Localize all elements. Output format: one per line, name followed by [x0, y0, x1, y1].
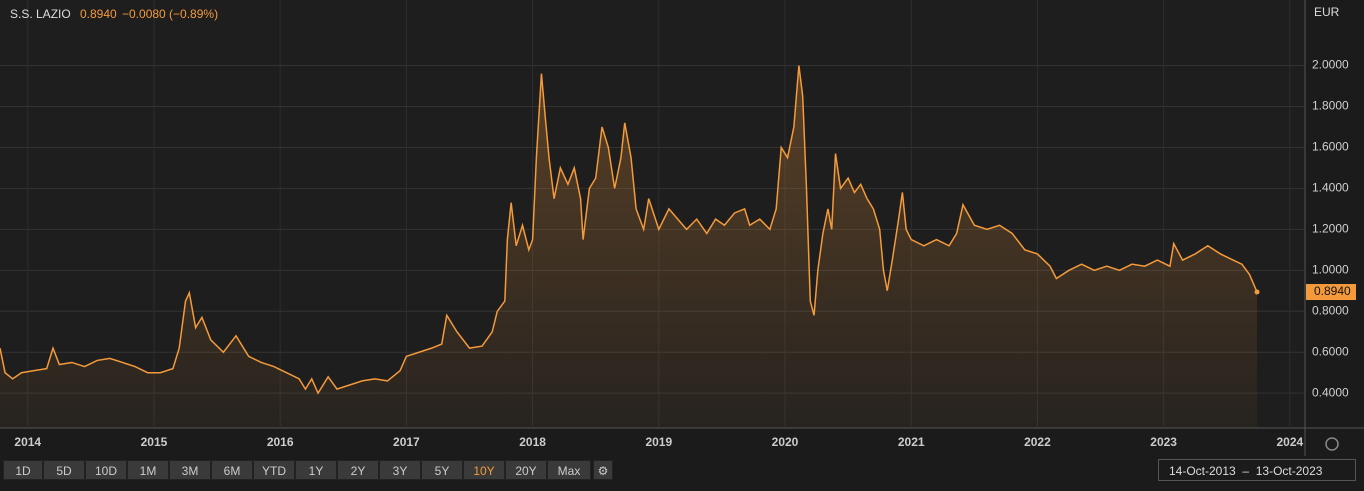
x-tick-label: 2023 — [1150, 435, 1177, 449]
y-tick-label: 1.6000 — [1312, 140, 1349, 154]
y-tick-label: 0.4000 — [1312, 385, 1349, 399]
date-range[interactable]: 14-Oct-2013 – 13-Oct-2023 — [1158, 459, 1356, 481]
y-tick-label: 1.2000 — [1312, 222, 1349, 236]
y-tick-label: 0.6000 — [1312, 344, 1349, 358]
x-tick-label: 2016 — [267, 435, 294, 449]
y-tick-label: 1.4000 — [1312, 181, 1349, 195]
settings-icon[interactable] — [1325, 437, 1339, 451]
range-button[interactable]: Max — [547, 460, 591, 480]
range-button[interactable]: 1M — [127, 460, 169, 480]
range-button[interactable]: 1D — [3, 460, 43, 480]
y-tick-label: 1.0000 — [1312, 262, 1349, 276]
range-button[interactable]: 6M — [211, 460, 253, 480]
range-button[interactable]: 3M — [169, 460, 211, 480]
chart-title: S.S. LAZIO — [10, 7, 71, 21]
x-tick-label: 2017 — [393, 435, 420, 449]
range-button[interactable]: 5Y — [421, 460, 463, 480]
x-tick-label: 2024 — [1277, 435, 1304, 449]
range-button[interactable]: 10D — [85, 460, 127, 480]
price-line — [0, 65, 1258, 395]
currency[interactable]: EUR — [1314, 5, 1340, 19]
change: −0.0080 (−0.89%) — [122, 7, 218, 21]
last-price-label: 0.8940 — [1314, 284, 1351, 298]
last-point — [1254, 289, 1260, 295]
range-button[interactable]: 20Y — [505, 460, 547, 480]
x-tick-label: 2021 — [898, 435, 925, 449]
chart-settings[interactable]: ⚙ — [593, 460, 613, 480]
y-tick-label: 1.8000 — [1312, 99, 1349, 113]
range-button[interactable]: 2Y — [337, 460, 379, 480]
range-button[interactable]: YTD — [253, 460, 295, 480]
date-to: 13-Oct-2023 — [1255, 464, 1323, 478]
x-tick-label: 2018 — [519, 435, 546, 449]
x-tick-label: 2015 — [141, 435, 168, 449]
x-tick-label: 2022 — [1024, 435, 1051, 449]
price: 0.8940 — [80, 7, 117, 21]
date-from: 14-Oct-2013 — [1169, 464, 1236, 478]
x-tick-label: 2020 — [772, 435, 799, 449]
last-price-box — [1306, 284, 1356, 301]
y-tick-label: 0.8000 — [1312, 303, 1349, 317]
y-tick-label: 2.0000 — [1312, 58, 1349, 72]
area-fill — [0, 65, 1258, 428]
range-button[interactable]: 3Y — [379, 460, 421, 480]
separator: – — [1242, 464, 1250, 478]
range-button[interactable]: 10Y — [463, 460, 505, 480]
x-tick-label: 2014 — [14, 435, 41, 449]
chart: S.S. LAZIO 0.8940 −0.0080 (−0.89%) EUR 0… — [0, 0, 1364, 456]
range-button[interactable]: 1Y — [295, 460, 337, 480]
range-button[interactable]: 5D — [43, 460, 85, 480]
x-tick-label: 2019 — [645, 435, 672, 449]
